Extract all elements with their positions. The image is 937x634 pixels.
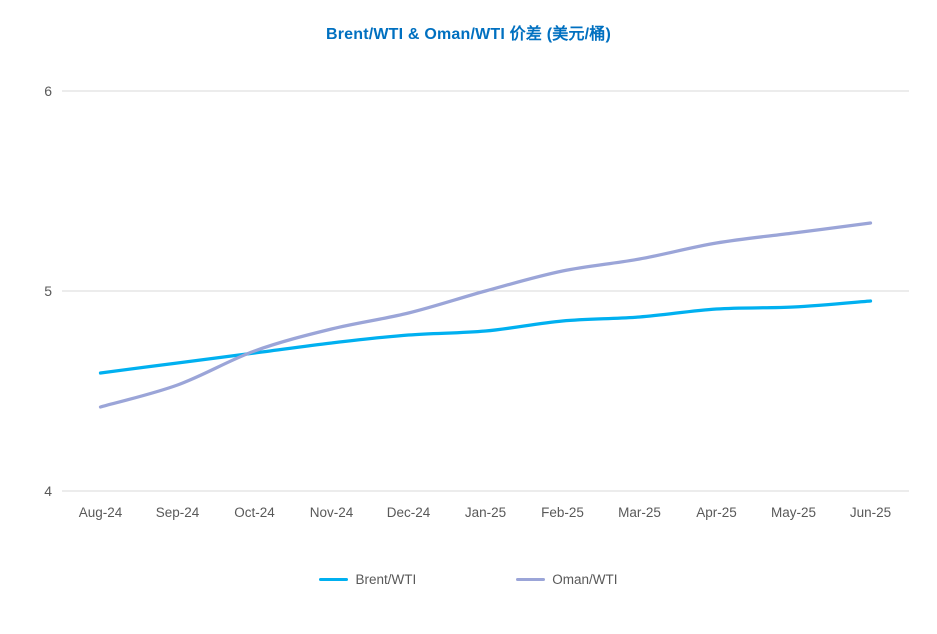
chart-title: Brent/WTI & Oman/WTI 价差 (美元/桶) bbox=[325, 26, 612, 43]
x-tick-label: May-25 bbox=[771, 505, 816, 520]
x-tick-label: Apr-25 bbox=[696, 505, 737, 520]
y-tick-label: 4 bbox=[44, 483, 52, 499]
x-tick-label: Sep-24 bbox=[156, 505, 200, 520]
legend-label-oman: Oman/WTI bbox=[552, 572, 618, 587]
legend: Brent/WTI Oman/WTI bbox=[0, 572, 937, 587]
x-tick-label: Dec-24 bbox=[387, 505, 431, 520]
series-line-oman-wti bbox=[98, 221, 873, 409]
y-tick-label: 5 bbox=[44, 283, 52, 299]
x-tick-label: Jun-25 bbox=[850, 505, 891, 520]
y-tick-label: 6 bbox=[44, 83, 52, 99]
legend-label-brent: Brent/WTI bbox=[355, 572, 417, 587]
series-line-brent-wti bbox=[98, 299, 873, 375]
x-tick-label: Mar-25 bbox=[618, 505, 661, 520]
x-tick-label: Feb-25 bbox=[541, 505, 584, 520]
x-tick-label: Aug-24 bbox=[79, 505, 123, 520]
legend-item-brent-wti: Brent/WTI bbox=[319, 572, 416, 587]
x-tick-label: Nov-24 bbox=[310, 505, 354, 520]
legend-line-swatch-oman-icon bbox=[516, 577, 546, 582]
legend-line-swatch-brent-icon bbox=[319, 577, 349, 582]
legend-item-oman-wti: Oman/WTI bbox=[516, 572, 618, 587]
x-tick-label: Jan-25 bbox=[465, 505, 506, 520]
x-tick-label: Oct-24 bbox=[234, 505, 275, 520]
